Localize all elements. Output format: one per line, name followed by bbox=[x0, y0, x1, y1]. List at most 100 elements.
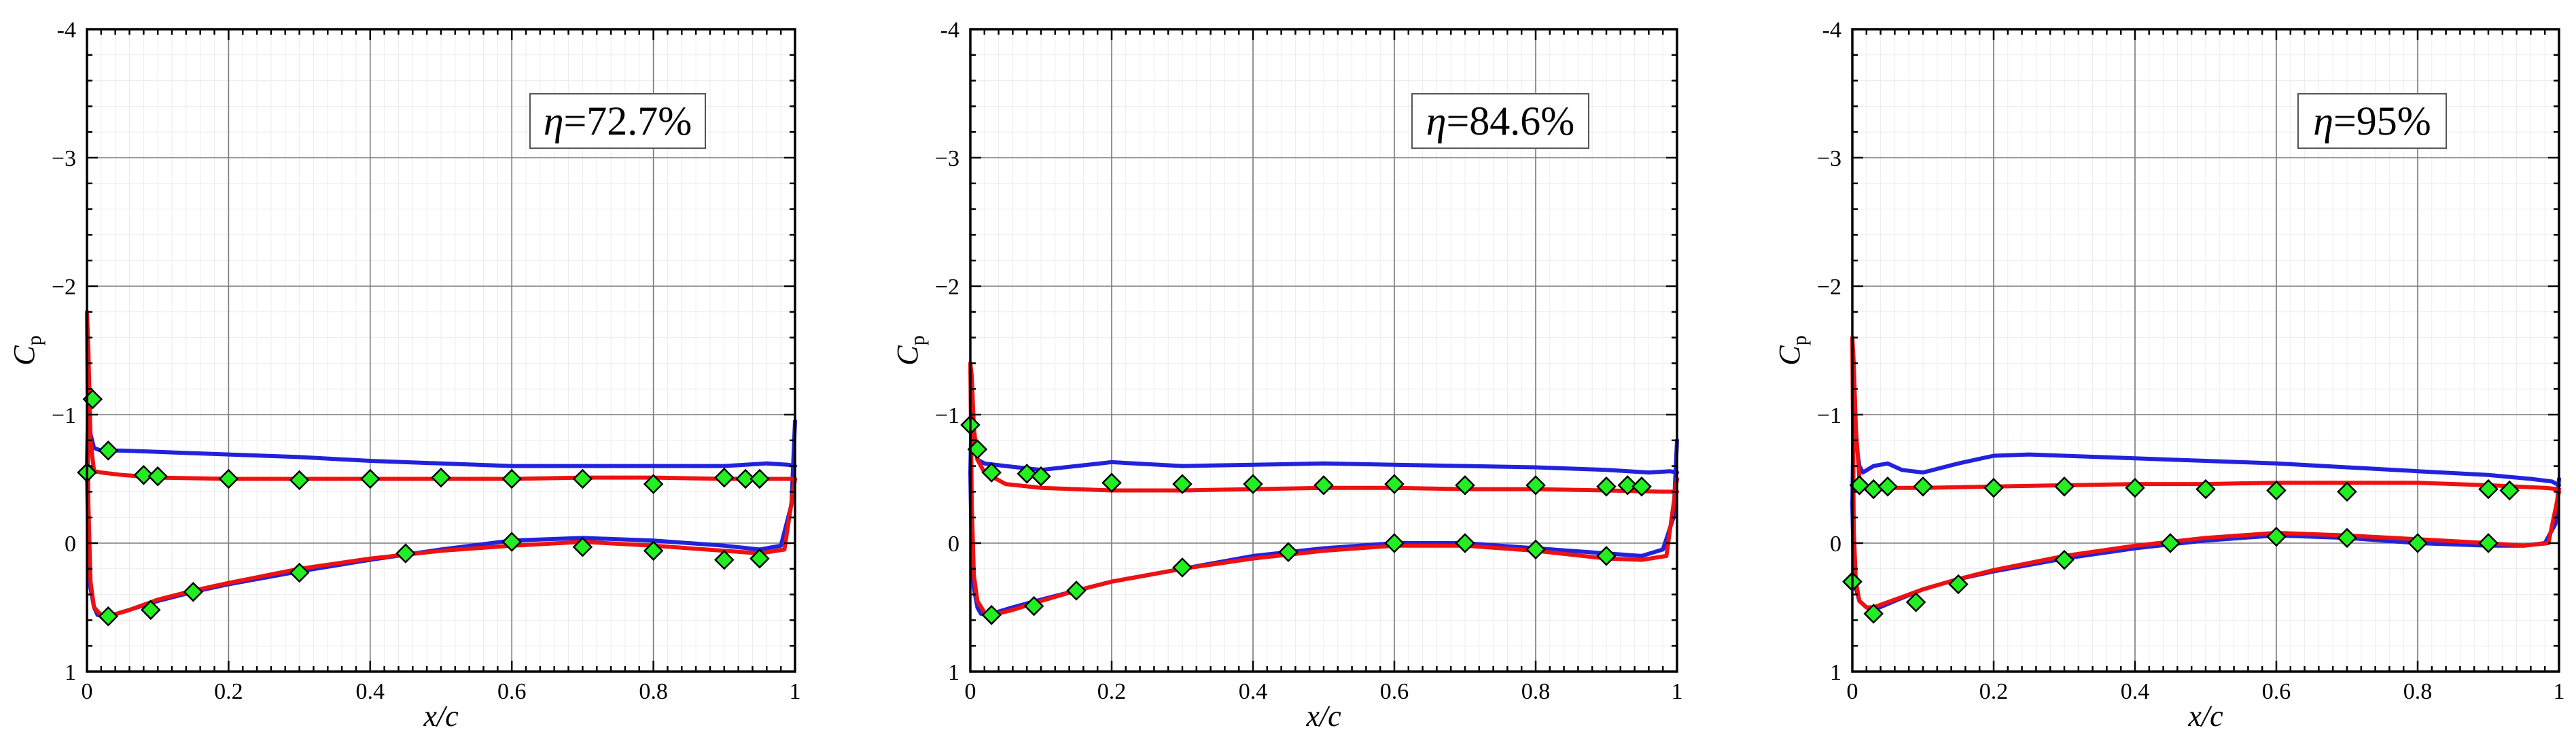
diamond-marker bbox=[2337, 481, 2357, 502]
diamond-marker bbox=[1525, 475, 1546, 496]
diamond-marker bbox=[1384, 533, 1405, 553]
diamond-marker bbox=[1596, 546, 1617, 566]
diamond-marker bbox=[1017, 464, 1037, 484]
annotation-eta: η bbox=[2313, 99, 2333, 143]
diamond-marker bbox=[1455, 475, 1475, 496]
annotation-label: η=72.7% bbox=[544, 99, 692, 143]
y-tick-label: 0 bbox=[65, 532, 76, 557]
red-cp-line bbox=[968, 361, 1679, 617]
annotation-value: =72.7% bbox=[563, 99, 692, 143]
diamond-marker bbox=[147, 466, 168, 487]
x-tick-label: 0.2 bbox=[214, 679, 243, 704]
y-axis-title-main: C bbox=[7, 345, 41, 366]
diamond-marker bbox=[1455, 533, 1475, 553]
diamond-marker bbox=[1617, 475, 1638, 496]
x-tick-label: 1 bbox=[790, 679, 801, 704]
annotation-box bbox=[2297, 93, 2447, 149]
y-axis-title: Cp bbox=[7, 335, 46, 365]
annotation-label: η=95% bbox=[2313, 99, 2431, 143]
y-tick-label: 1 bbox=[65, 660, 76, 685]
diamond-marker bbox=[2054, 549, 2075, 570]
x-axis-title: x/c bbox=[423, 699, 459, 733]
diamond-marker bbox=[183, 582, 204, 602]
x-tick-label: 0.4 bbox=[356, 679, 385, 704]
diamond-marker bbox=[714, 467, 735, 488]
x-tick-label: 0.2 bbox=[1979, 679, 2009, 704]
diamond-marker bbox=[735, 468, 756, 489]
y-tick-label: 0 bbox=[1830, 532, 1841, 557]
diamond-marker bbox=[1031, 466, 1051, 487]
y-tick-label: -4 bbox=[1822, 18, 1841, 43]
diamond-marker bbox=[2266, 480, 2287, 501]
x-tick-label: 0.8 bbox=[1521, 679, 1551, 704]
x-tick-label: 0.4 bbox=[1239, 679, 1268, 704]
diamond-marker bbox=[1023, 595, 1044, 617]
x-tick-label: 0 bbox=[82, 679, 93, 704]
diamond-marker bbox=[289, 562, 310, 583]
y-axis-title-main: C bbox=[891, 345, 924, 366]
diamond-marker bbox=[1913, 477, 1933, 497]
diamond-marker bbox=[141, 600, 161, 621]
x-tick-label: 0.6 bbox=[497, 679, 527, 704]
y-axis-title: Cp bbox=[891, 335, 929, 365]
diamond-marker bbox=[2478, 533, 2499, 553]
diamond-marker bbox=[218, 468, 239, 489]
diamond-marker bbox=[1631, 477, 1652, 497]
x-tick-label: 0.4 bbox=[2121, 679, 2150, 704]
y-tick-label: −3 bbox=[935, 146, 959, 171]
x-tick-label: 0.2 bbox=[1097, 679, 1127, 704]
experiment-markers bbox=[960, 415, 1652, 625]
diamond-marker bbox=[289, 470, 310, 491]
diamond-marker bbox=[643, 474, 664, 494]
y-axis-title: Cp bbox=[1773, 335, 1811, 365]
x-tick-label: 0.8 bbox=[639, 679, 668, 704]
y-tick-label: 1 bbox=[1830, 660, 1841, 685]
y-tick-label: −1 bbox=[935, 403, 959, 428]
diamond-marker bbox=[1983, 477, 2004, 498]
y-tick-label: 0 bbox=[948, 532, 959, 557]
annotation-label: η=84.6% bbox=[1426, 99, 1575, 143]
diamond-marker bbox=[1384, 474, 1405, 494]
diamond-marker bbox=[1525, 539, 1546, 560]
diamond-marker bbox=[749, 468, 770, 489]
diamond-marker bbox=[1278, 542, 1299, 562]
ticks bbox=[86, 28, 796, 673]
experiment-markers bbox=[1842, 475, 2520, 624]
y-tick-label: -4 bbox=[940, 18, 959, 43]
diamond-marker bbox=[572, 468, 593, 489]
diamond-marker bbox=[98, 606, 119, 627]
y-axis-title-main: C bbox=[1773, 345, 1806, 366]
y-tick-label: 1 bbox=[948, 660, 959, 685]
diamond-marker bbox=[395, 543, 416, 564]
x-tick-label: 1 bbox=[2554, 679, 2565, 704]
y-tick-label: −3 bbox=[52, 146, 76, 171]
diamond-marker bbox=[572, 536, 593, 557]
x-tick-label: 0.6 bbox=[1380, 679, 1409, 704]
diamond-marker bbox=[98, 440, 119, 461]
diamond-marker bbox=[714, 549, 735, 570]
diamond-marker bbox=[2266, 526, 2287, 547]
diamond-marker bbox=[360, 468, 381, 489]
diamond-marker bbox=[1948, 574, 1969, 595]
diamond-marker bbox=[1596, 477, 1617, 497]
diamond-marker bbox=[2195, 479, 2216, 500]
y-tick-label: −3 bbox=[1817, 146, 1841, 171]
diamond-marker bbox=[749, 548, 770, 569]
diamond-marker bbox=[1877, 477, 1898, 497]
y-tick-label: −2 bbox=[52, 275, 76, 300]
y-axis-title-subscript: p bbox=[1788, 335, 1811, 345]
major-grid bbox=[970, 29, 1677, 672]
diamond-marker bbox=[1905, 592, 1926, 612]
y-axis-title-subscript: p bbox=[906, 335, 929, 345]
diamond-marker bbox=[501, 532, 522, 552]
diamond-marker bbox=[1101, 472, 1122, 493]
diamond-marker bbox=[1066, 581, 1087, 601]
red-cp-line bbox=[1850, 335, 2561, 610]
x-axis-title: x/c bbox=[2187, 699, 2223, 733]
diamond-marker bbox=[133, 465, 154, 485]
y-tick-label: -4 bbox=[57, 18, 76, 43]
diamond-marker bbox=[2478, 479, 2499, 500]
